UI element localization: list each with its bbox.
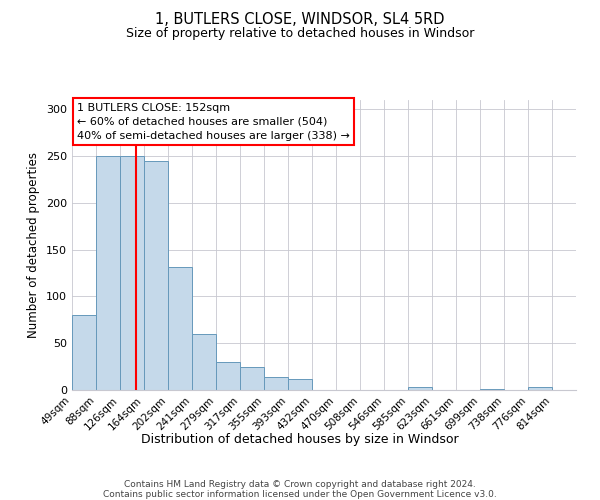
- Bar: [240, 366, 264, 390]
- Bar: [408, 387, 432, 390]
- Bar: [96, 156, 120, 390]
- Bar: [480, 389, 504, 390]
- Text: 1, BUTLERS CLOSE, WINDSOR, SL4 5RD: 1, BUTLERS CLOSE, WINDSOR, SL4 5RD: [155, 12, 445, 28]
- Text: Distribution of detached houses by size in Windsor: Distribution of detached houses by size …: [141, 432, 459, 446]
- Text: Size of property relative to detached houses in Windsor: Size of property relative to detached ho…: [126, 28, 474, 40]
- Bar: [192, 334, 216, 390]
- Bar: [168, 266, 192, 390]
- Bar: [528, 387, 552, 390]
- Text: Contains HM Land Registry data © Crown copyright and database right 2024.
Contai: Contains HM Land Registry data © Crown c…: [103, 480, 497, 500]
- Bar: [264, 377, 288, 390]
- Bar: [216, 362, 240, 390]
- Text: 1 BUTLERS CLOSE: 152sqm
← 60% of detached houses are smaller (504)
40% of semi-d: 1 BUTLERS CLOSE: 152sqm ← 60% of detache…: [77, 103, 350, 141]
- Bar: [120, 156, 144, 390]
- Bar: [72, 315, 96, 390]
- Bar: [144, 161, 168, 390]
- Y-axis label: Number of detached properties: Number of detached properties: [28, 152, 40, 338]
- Bar: [288, 379, 312, 390]
